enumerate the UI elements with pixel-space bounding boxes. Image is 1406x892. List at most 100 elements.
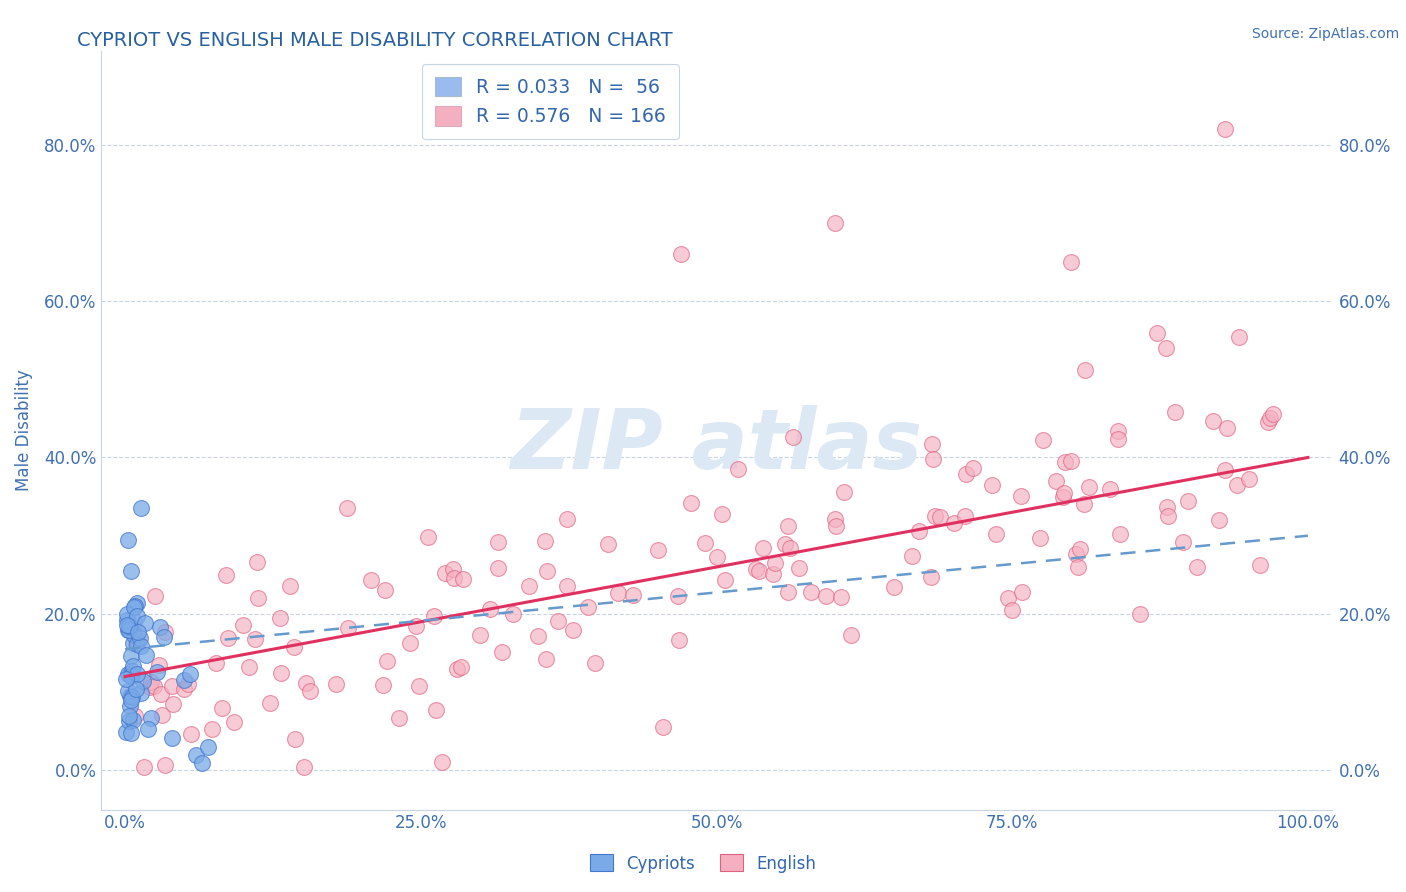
Point	[555, 512, 578, 526]
Point	[1146, 326, 1168, 341]
Point	[647, 543, 669, 558]
Point	[981, 478, 1004, 492]
Point	[129, 501, 152, 516]
Point	[121, 690, 143, 704]
Point	[1156, 500, 1178, 515]
Point	[478, 601, 501, 615]
Point	[153, 630, 176, 644]
Point	[1213, 122, 1236, 136]
Point	[148, 620, 170, 634]
Point	[1249, 558, 1271, 572]
Point	[800, 584, 823, 599]
Point	[122, 599, 145, 614]
Point	[555, 579, 578, 593]
Point	[292, 759, 315, 773]
Point	[1078, 480, 1101, 494]
Point	[238, 660, 260, 674]
Point	[1060, 255, 1083, 269]
Point	[278, 579, 301, 593]
Point	[121, 664, 143, 678]
Point	[441, 562, 464, 576]
Point	[299, 683, 322, 698]
Point	[900, 549, 922, 563]
Point	[430, 755, 453, 769]
Point	[129, 686, 152, 700]
Point	[824, 518, 846, 533]
Point	[1069, 541, 1091, 556]
Point	[1227, 330, 1250, 344]
Point	[486, 560, 509, 574]
Point	[1154, 341, 1177, 355]
Point	[1157, 508, 1180, 523]
Point	[773, 537, 796, 551]
Point	[118, 689, 141, 703]
Text: ZIP atlas: ZIP atlas	[510, 405, 922, 486]
Point	[779, 541, 801, 555]
Point	[1257, 415, 1279, 429]
Point	[1052, 486, 1074, 500]
Point	[371, 678, 394, 692]
Point	[536, 564, 558, 578]
Point	[118, 665, 141, 680]
Point	[921, 451, 943, 466]
Point	[408, 679, 430, 693]
Point	[120, 648, 142, 663]
Point	[666, 589, 689, 603]
Point	[1213, 463, 1236, 477]
Point	[433, 566, 456, 580]
Point	[125, 596, 148, 610]
Point	[778, 585, 800, 599]
Point	[117, 683, 139, 698]
Point	[924, 509, 946, 524]
Point	[143, 590, 166, 604]
Point	[517, 579, 540, 593]
Point	[1107, 432, 1129, 446]
Point	[155, 757, 177, 772]
Point	[132, 673, 155, 688]
Point	[360, 573, 382, 587]
Point	[269, 611, 291, 625]
Point	[920, 570, 942, 584]
Point	[120, 669, 142, 683]
Point	[336, 500, 359, 515]
Point	[118, 699, 141, 714]
Point	[124, 628, 146, 642]
Point	[1237, 472, 1260, 486]
Point	[405, 619, 427, 633]
Point	[117, 533, 139, 547]
Point	[1163, 405, 1185, 419]
Point	[125, 608, 148, 623]
Point	[1261, 407, 1284, 421]
Point	[122, 636, 145, 650]
Point	[997, 591, 1019, 606]
Point	[197, 739, 219, 754]
Point	[325, 677, 347, 691]
Point	[1107, 425, 1129, 439]
Point	[763, 556, 786, 570]
Point	[124, 599, 146, 613]
Point	[787, 560, 810, 574]
Point	[177, 676, 200, 690]
Point	[425, 703, 447, 717]
Legend: Cypriots, English: Cypriots, English	[583, 847, 823, 880]
Point	[841, 627, 863, 641]
Point	[598, 537, 620, 551]
Point	[145, 665, 167, 680]
Point	[295, 675, 318, 690]
Point	[1109, 527, 1132, 541]
Point	[117, 623, 139, 637]
Point	[450, 660, 472, 674]
Point	[136, 723, 159, 737]
Point	[173, 673, 195, 687]
Point	[127, 637, 149, 651]
Point	[486, 534, 509, 549]
Point	[1226, 477, 1249, 491]
Legend: R = 0.033   N =  56, R = 0.576   N = 166: R = 0.033 N = 56, R = 0.576 N = 166	[422, 64, 679, 139]
Point	[962, 460, 984, 475]
Point	[139, 680, 162, 694]
Point	[150, 707, 173, 722]
Point	[142, 679, 165, 693]
Point	[284, 731, 307, 746]
Point	[117, 623, 139, 637]
Point	[246, 555, 269, 569]
